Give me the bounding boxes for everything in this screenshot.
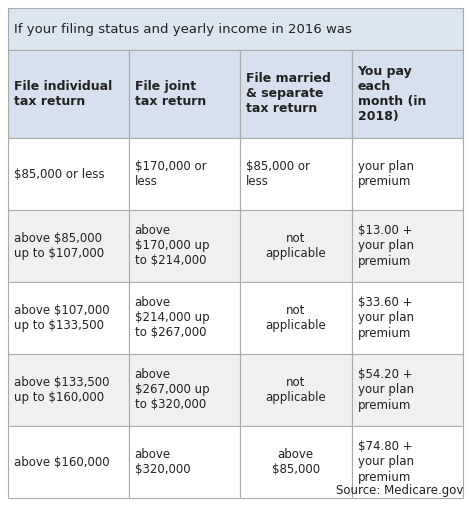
Text: File married
& separate
tax return: File married & separate tax return bbox=[246, 72, 331, 115]
Bar bbox=[8, 138, 129, 210]
Bar bbox=[240, 50, 351, 138]
Bar bbox=[351, 282, 463, 354]
Text: above
$170,000 up
to $214,000: above $170,000 up to $214,000 bbox=[135, 224, 209, 267]
Text: File joint
tax return: File joint tax return bbox=[135, 80, 206, 108]
Text: not
applicable: not applicable bbox=[266, 304, 326, 332]
Text: If your filing status and yearly income in 2016 was: If your filing status and yearly income … bbox=[14, 23, 352, 36]
Text: $85,000 or
less: $85,000 or less bbox=[246, 160, 310, 188]
Text: $54.20 +
your plan
premium: $54.20 + your plan premium bbox=[357, 369, 414, 412]
Text: above
$320,000: above $320,000 bbox=[135, 448, 190, 476]
Bar bbox=[8, 50, 129, 138]
Text: above $85,000
up to $107,000: above $85,000 up to $107,000 bbox=[14, 232, 104, 260]
Bar bbox=[8, 354, 129, 426]
Bar bbox=[129, 50, 240, 138]
Bar bbox=[8, 210, 129, 282]
Bar bbox=[240, 138, 351, 210]
Text: $85,000 or less: $85,000 or less bbox=[14, 168, 105, 180]
Bar bbox=[8, 426, 129, 498]
Bar bbox=[129, 354, 240, 426]
Text: above $160,000: above $160,000 bbox=[14, 455, 110, 468]
Bar bbox=[351, 354, 463, 426]
Text: your plan
premium: your plan premium bbox=[357, 160, 414, 188]
Bar bbox=[8, 8, 463, 50]
Bar bbox=[351, 210, 463, 282]
Text: You pay
each
month (in
2018): You pay each month (in 2018) bbox=[357, 65, 426, 123]
Text: above
$85,000: above $85,000 bbox=[272, 448, 320, 476]
Bar bbox=[351, 426, 463, 498]
Bar bbox=[129, 138, 240, 210]
Bar bbox=[129, 426, 240, 498]
Text: above
$214,000 up
to $267,000: above $214,000 up to $267,000 bbox=[135, 297, 209, 340]
Text: Source: Medicare.gov: Source: Medicare.gov bbox=[336, 484, 463, 497]
Text: not
applicable: not applicable bbox=[266, 232, 326, 260]
Text: above $107,000
up to $133,500: above $107,000 up to $133,500 bbox=[14, 304, 110, 332]
Text: $170,000 or
less: $170,000 or less bbox=[135, 160, 206, 188]
Bar bbox=[351, 138, 463, 210]
Text: File individual
tax return: File individual tax return bbox=[14, 80, 112, 108]
Bar bbox=[240, 210, 351, 282]
Bar bbox=[240, 282, 351, 354]
Text: not
applicable: not applicable bbox=[266, 376, 326, 404]
Bar bbox=[8, 282, 129, 354]
Text: above $133,500
up to $160,000: above $133,500 up to $160,000 bbox=[14, 376, 109, 404]
Text: $33.60 +
your plan
premium: $33.60 + your plan premium bbox=[357, 297, 414, 340]
Bar bbox=[129, 282, 240, 354]
Text: $74.80 +
your plan
premium: $74.80 + your plan premium bbox=[357, 440, 414, 483]
Text: above
$267,000 up
to $320,000: above $267,000 up to $320,000 bbox=[135, 369, 209, 412]
Text: $13.00 +
your plan
premium: $13.00 + your plan premium bbox=[357, 224, 414, 267]
Bar bbox=[351, 50, 463, 138]
Bar bbox=[240, 354, 351, 426]
Bar bbox=[240, 426, 351, 498]
Bar bbox=[129, 210, 240, 282]
